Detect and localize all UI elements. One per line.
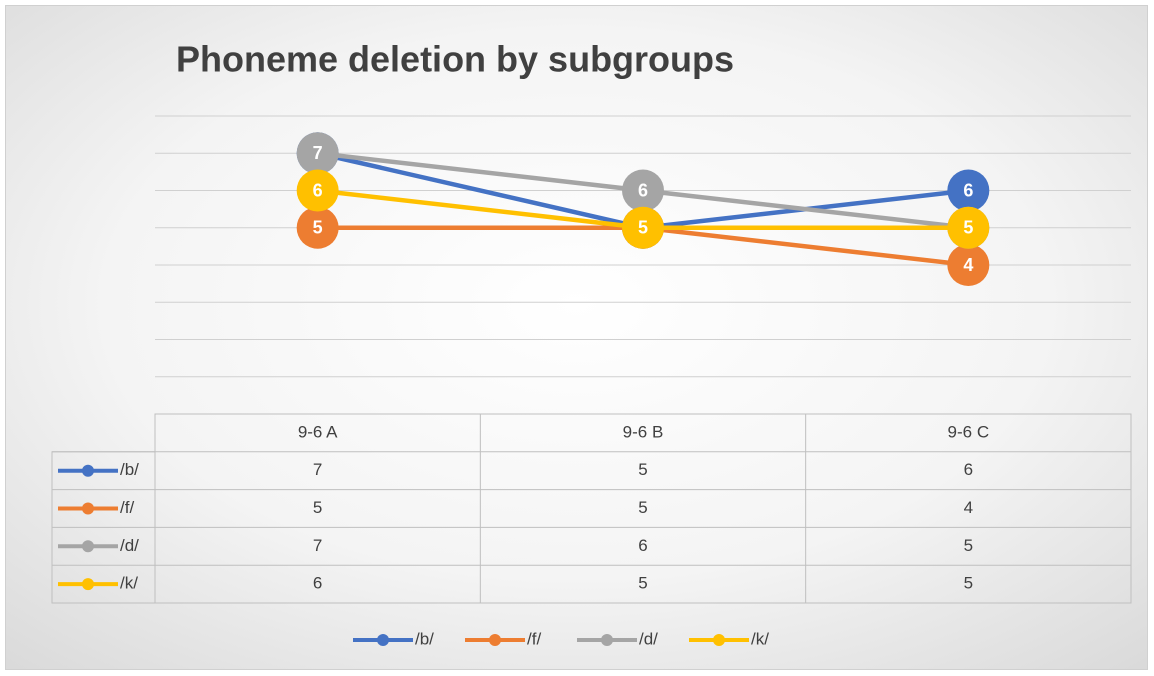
chart-title: Phoneme deletion by subgroups [176, 39, 734, 80]
table-cell: 4 [964, 498, 973, 517]
legend-key-marker [82, 540, 94, 553]
table-column-header: 9-6 A [298, 422, 338, 441]
table-cell: 6 [313, 574, 322, 593]
table-cell: 5 [638, 574, 647, 593]
chart-background [5, 5, 1148, 670]
table-cell: 5 [638, 498, 647, 517]
data-label: 5 [638, 218, 648, 238]
data-point [296, 206, 339, 249]
table-cell: 6 [964, 460, 973, 479]
legend-key-marker [82, 464, 94, 477]
legend-label: /b/ [415, 629, 434, 648]
table-row-header: /k/ [120, 574, 138, 593]
data-label: 7 [313, 143, 323, 163]
legend-label: /d/ [639, 629, 658, 648]
table-cell: 7 [313, 536, 322, 555]
data-point [947, 169, 990, 212]
data-point [296, 132, 339, 175]
data-label: 4 [963, 255, 973, 275]
data-point [947, 206, 990, 249]
legend-key-marker [82, 502, 94, 515]
data-label: 6 [638, 180, 648, 200]
legend-key-marker [713, 634, 725, 646]
legend-label: /k/ [751, 629, 769, 648]
table-column-header: 9-6 C [948, 422, 990, 441]
data-point [947, 244, 990, 286]
legend-key-marker [601, 634, 613, 646]
data-point [622, 206, 664, 249]
table-cell: 5 [964, 574, 973, 593]
table-cell: 5 [313, 498, 322, 517]
table-cell: 5 [638, 460, 647, 479]
table-cell: 5 [964, 536, 973, 555]
legend-label: /f/ [527, 629, 541, 648]
data-label: 6 [963, 180, 973, 200]
data-point [296, 169, 339, 212]
table-row-header: /f/ [120, 498, 134, 517]
table-column-header: 9-6 B [623, 422, 664, 441]
data-point [622, 169, 664, 212]
table-cell: 7 [313, 460, 322, 479]
legend-key-marker [82, 578, 94, 591]
data-label: 5 [313, 218, 323, 238]
data-label: 5 [963, 218, 973, 238]
table-cell: 6 [638, 536, 647, 555]
legend-key-marker [377, 634, 389, 646]
table-row-header: /d/ [120, 536, 139, 555]
legend-key-marker [489, 634, 501, 646]
data-label: 6 [313, 180, 323, 200]
table-row-header: /b/ [120, 460, 139, 479]
